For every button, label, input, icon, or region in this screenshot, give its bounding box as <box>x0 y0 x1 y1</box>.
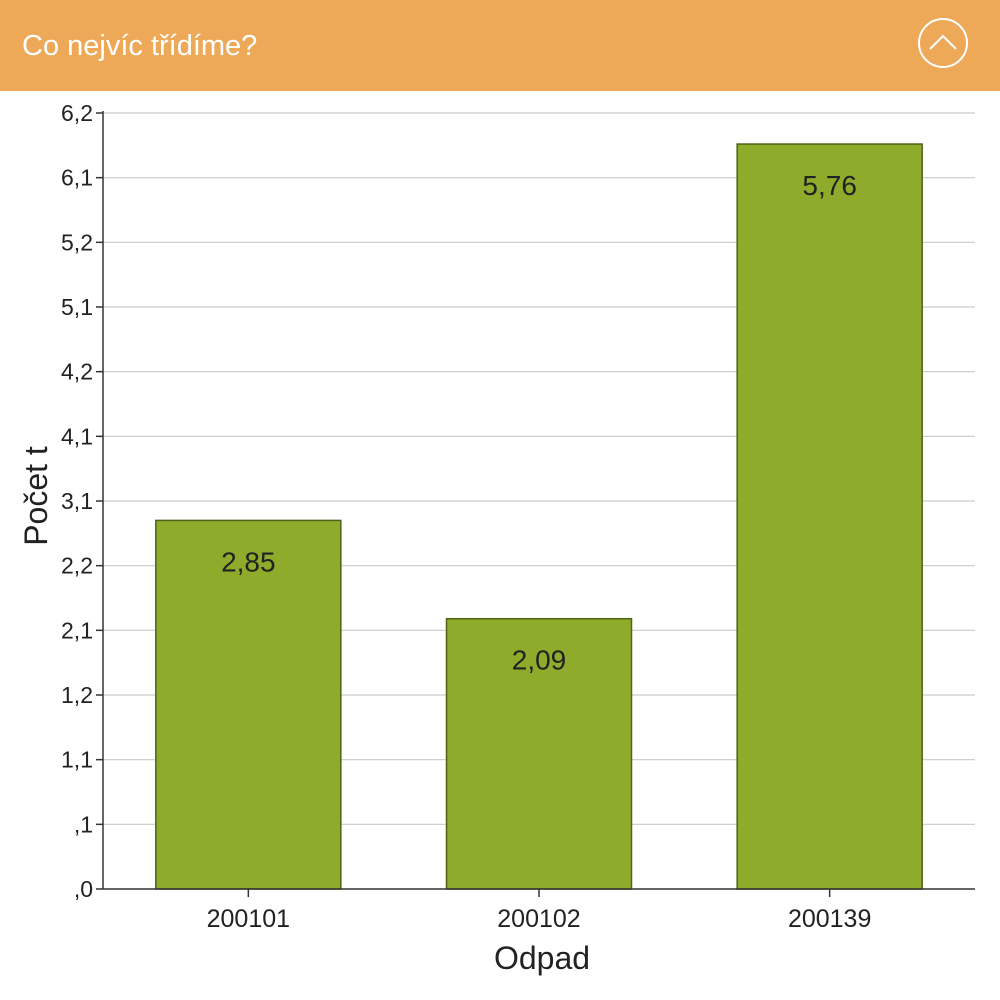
y-tick-label: 3,1 <box>61 488 93 514</box>
x-tick-label: 200101 <box>207 905 290 933</box>
y-tick-label: 2,1 <box>61 617 93 643</box>
y-tick-label: 1,1 <box>61 747 93 773</box>
y-tick-label: 6,1 <box>61 165 93 191</box>
y-tick-label: ,1 <box>74 811 93 837</box>
data-label: 5,76 <box>802 170 857 201</box>
page-title: Co nejvíc třídíme? <box>22 30 258 62</box>
y-axis-title: Počet t <box>18 446 54 546</box>
y-tick-label: 4,2 <box>61 359 93 385</box>
y-tick-label: 1,2 <box>61 682 93 708</box>
app-header: Co nejvíc třídíme? <box>0 0 1000 91</box>
collapse-button[interactable] <box>918 18 968 68</box>
data-label: 2,85 <box>221 546 276 577</box>
chevron-up-icon <box>929 34 957 50</box>
x-tick-label: 200102 <box>497 905 580 933</box>
data-label: 2,09 <box>512 645 567 676</box>
bar-200139 <box>736 143 923 890</box>
y-tick-label: 5,1 <box>61 294 93 320</box>
bar-chart: ,0 ,1 1,1 1,2 2,1 2,2 3,1 4,1 4,2 5,1 5,2 6,1 6,2 2,8… <box>18 100 975 976</box>
bar-200101 <box>155 519 342 890</box>
y-tick-label: 5,2 <box>61 229 93 255</box>
y-tick-label: 4,1 <box>61 423 93 449</box>
bar-200102 <box>445 617 633 890</box>
x-tick-label: 200139 <box>788 905 871 933</box>
y-tick-label: 6,2 <box>61 100 93 126</box>
y-tick-label: ,0 <box>74 876 93 902</box>
y-tick-label: 2,2 <box>61 553 93 579</box>
x-axis-title: Odpad <box>494 940 590 976</box>
